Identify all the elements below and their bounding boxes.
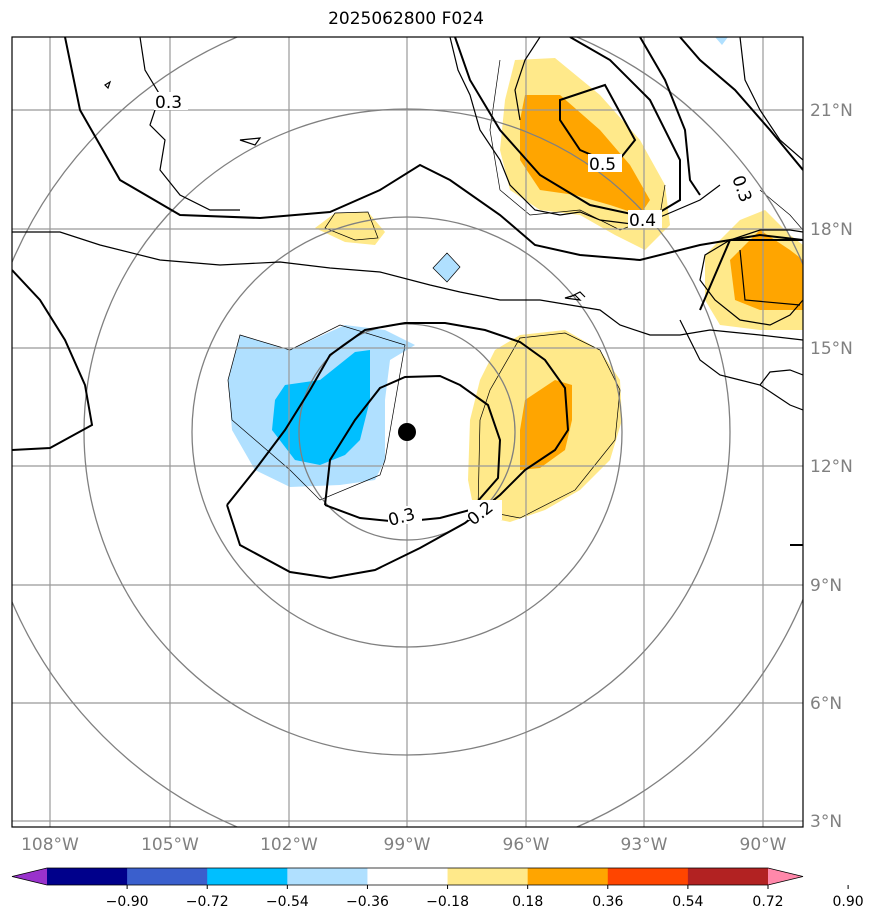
colorbar-tick-label: 0.18	[512, 894, 543, 910]
colorbar-swatch	[207, 868, 288, 885]
colorbar-tick-label: −0.36	[346, 894, 389, 910]
contour-label-0.3-ne: 0.3	[727, 173, 755, 205]
lon-label-96w: 96°W	[503, 835, 550, 855]
positive-anomaly-center-east-core	[520, 380, 572, 470]
lat-label-15n: 15°N	[810, 339, 853, 359]
contour-0.3-center	[226, 322, 570, 580]
colorbar-tick-label: 0.36	[592, 894, 623, 910]
map-frame	[11, 36, 804, 828]
lon-label-102w: 102°W	[260, 835, 318, 855]
positive-anomaly-ne-core	[520, 95, 650, 215]
lat-label-6n: 6°N	[810, 694, 842, 714]
colorbar-swatch	[47, 868, 128, 885]
colorbar-swatch	[367, 868, 449, 885]
colorbar-tick-label: −0.90	[106, 894, 149, 910]
positive-anomaly-east-core	[730, 230, 803, 310]
lat-label-9n: 9°N	[810, 576, 842, 596]
map-title: 2025062800 F024	[328, 9, 484, 29]
contour-0.3-west	[64, 37, 803, 262]
contour-tr	[639, 37, 701, 196]
colorbar-tick-label: −0.18	[426, 894, 469, 910]
colorbar-swatch	[687, 868, 769, 885]
lon-label-105w: 105°W	[141, 835, 199, 855]
contour-west-edge	[12, 269, 94, 451]
graticule	[12, 37, 803, 827]
lon-label-93w: 93°W	[621, 835, 668, 855]
colorbar-outline	[11, 867, 804, 886]
map-plot-area	[12, 37, 803, 827]
lat-label-18n: 18°N	[810, 220, 853, 240]
colorbar-swatch	[127, 868, 208, 885]
lon-label-99w: 99°W	[384, 835, 431, 855]
range-rings	[12, 37, 803, 827]
colorbar-swatch	[287, 868, 368, 885]
contour-right-low	[699, 239, 803, 311]
lon-label-90w: 90°W	[740, 835, 787, 855]
colorbar-tick-label: −0.72	[186, 894, 229, 910]
colorbar-extend-high	[768, 868, 803, 885]
colorbar-tick-label: 0.72	[752, 894, 783, 910]
colorbar-tick-label: −0.54	[266, 894, 309, 910]
lat-label-21n: 21°N	[810, 101, 853, 121]
contour-label-0.4: 0.4	[629, 211, 656, 231]
contour-label-0.3-nw: 0.3	[155, 93, 182, 113]
lat-label-3n: 3°N	[810, 812, 842, 832]
negative-anomaly-small	[433, 253, 460, 282]
colorbar: −0.90 −0.72 −0.54 −0.36 −0.18 0.18 0.36 0.54 0.7…	[11, 867, 864, 910]
colorbar-swatch	[527, 868, 609, 885]
storm-center-dot	[398, 423, 416, 441]
colorbar-tick-label: 0.54	[672, 894, 703, 910]
shading-outlines	[227, 59, 803, 519]
lon-label-108w: 108°W	[21, 835, 79, 855]
colorbar-extend-low	[12, 868, 47, 885]
contours	[12, 37, 803, 580]
negative-anomaly-top	[715, 37, 728, 45]
contour-0.3-east	[679, 37, 803, 171]
contour-label-0.5: 0.5	[589, 155, 616, 175]
latitude-labels: 21°N 18°N 15°N 12°N 9°N 6°N 3°N	[810, 101, 853, 832]
colorbar-swatch	[607, 868, 689, 885]
colorbar-tick-label: 0.90	[833, 894, 864, 910]
longitude-labels: 108°W 105°W 102°W 99°W 96°W 93°W 90°W	[21, 835, 787, 855]
lat-label-12n: 12°N	[810, 457, 853, 477]
colorbar-swatch	[447, 868, 529, 885]
